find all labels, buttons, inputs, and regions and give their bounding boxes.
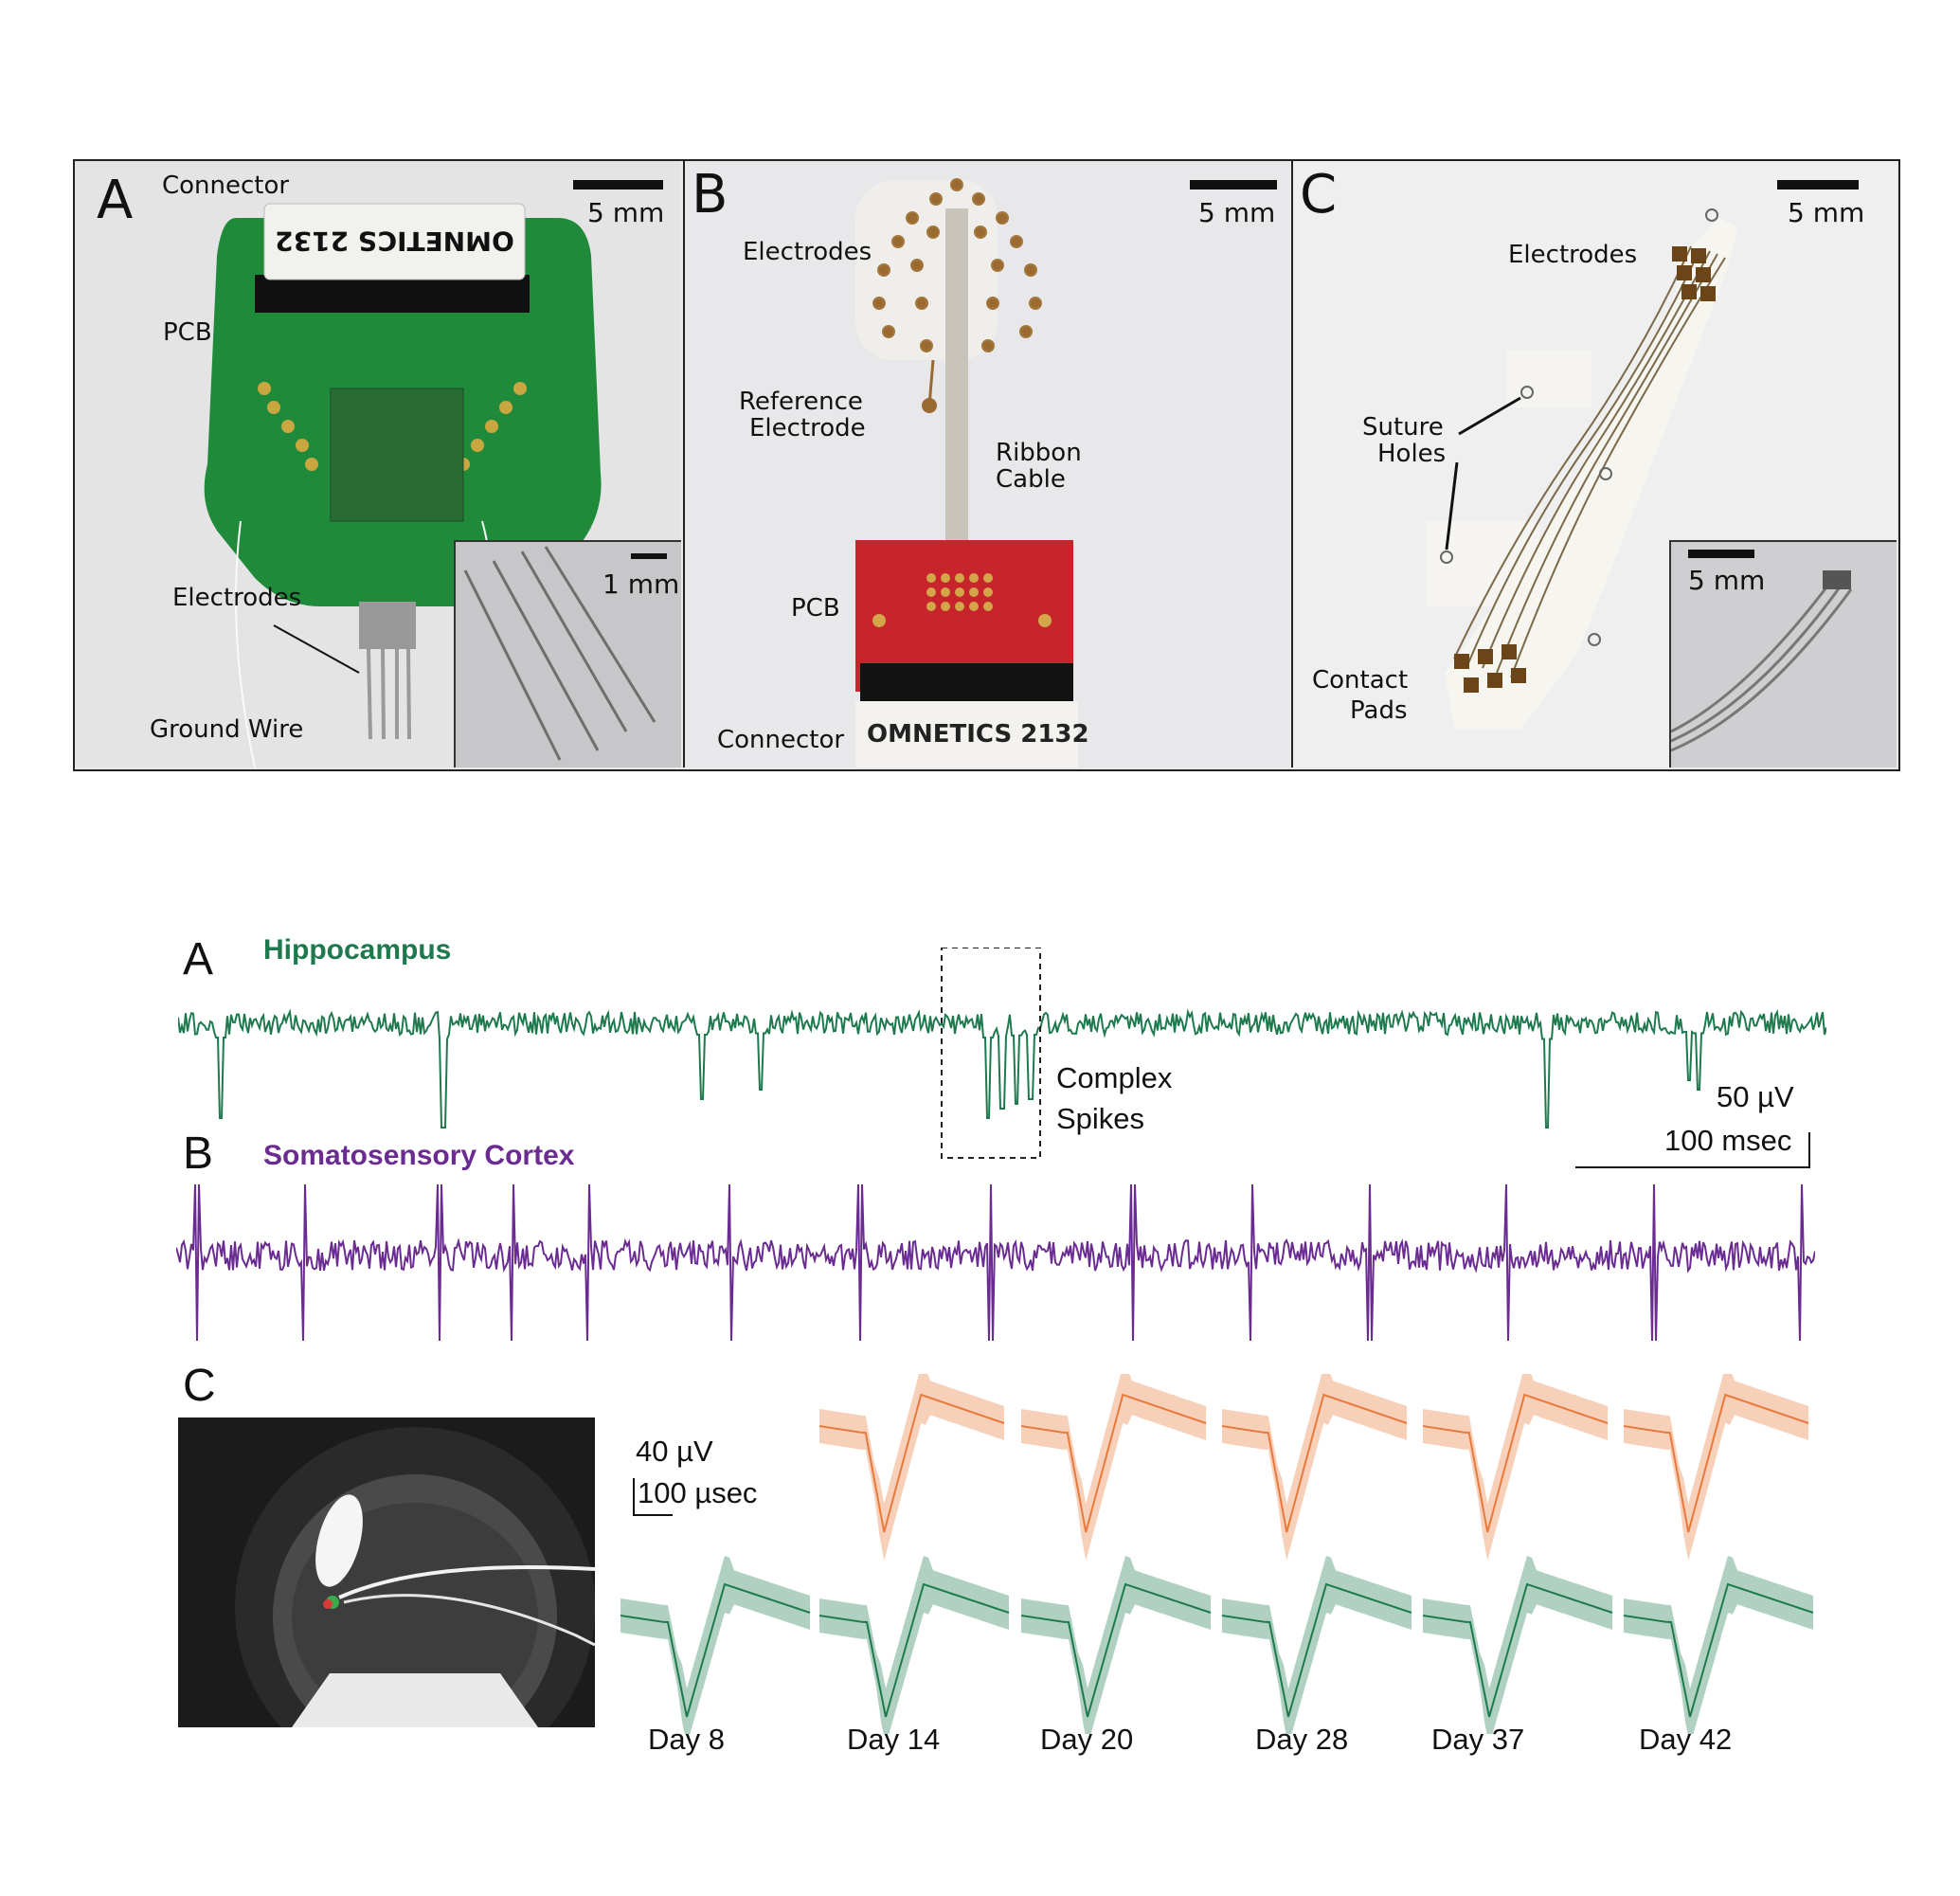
scale-bar-c: [1777, 180, 1859, 190]
label-suture-c2: Holes: [1377, 440, 1447, 468]
green-waveform-6-band: [1624, 1556, 1813, 1734]
day-label-6: Day 42: [1639, 1723, 1733, 1756]
label-suture-c1: Suture: [1362, 413, 1444, 442]
device-b-photo: [855, 178, 1078, 767]
fig1-panel-c: 5 mm: [1291, 161, 1897, 767]
label-connector-b: Connector: [717, 726, 845, 754]
label-electrodes-b: Electrodes: [743, 238, 872, 266]
scale-voltage-label: 50 µV: [1717, 1080, 1794, 1113]
label-electrodes-c: Electrodes: [1508, 241, 1638, 269]
green-waveform-5-band: [1423, 1556, 1612, 1734]
label-contact-c1: Contact: [1312, 666, 1409, 695]
green-waveform-5-mean: [1422, 1582, 1613, 1718]
label-pcb-a: PCB: [163, 318, 212, 347]
complex-spikes-label-2: Spikes: [1056, 1102, 1145, 1135]
scale-time-label: 100 msec: [1664, 1124, 1792, 1157]
fig2-letter-b: B: [183, 1129, 214, 1179]
day-label-5: Day 37: [1431, 1723, 1525, 1756]
fig1-panel-a: OMNETICS 2132 1 mm: [75, 161, 681, 767]
hippocampus-trace: [178, 948, 1826, 1159]
orange-waveform-1-mean: [818, 1393, 1005, 1533]
arena-illustration: [235, 1427, 595, 1727]
day-label-3: Day 20: [1040, 1723, 1134, 1756]
fig1-letter-a: A: [97, 170, 134, 231]
scale-label-a: 5 mm: [587, 197, 665, 228]
waveform-scale-horizontal: [633, 1514, 673, 1516]
day-label-2: Day 14: [847, 1723, 941, 1756]
cortex-signal: [176, 1183, 1815, 1342]
orange-waveform-4-mean: [1422, 1393, 1609, 1533]
orange-waveform-4-band: [1423, 1374, 1608, 1561]
label-reference-b1: Reference: [739, 388, 863, 416]
chip-label-b: OMNETICS 2132: [867, 720, 1089, 749]
complex-spikes-label-1: Complex: [1056, 1061, 1173, 1094]
scale-bar-horizontal: [1575, 1166, 1810, 1168]
device-a-photo: [204, 203, 602, 767]
hippocampus-signal: [178, 1008, 1826, 1129]
fig1-letter-b: B: [692, 164, 728, 226]
green-waveform-3-band: [1021, 1556, 1211, 1734]
scale-label-c: 5 mm: [1788, 197, 1865, 228]
orange-waveform-5-mean: [1623, 1393, 1809, 1533]
inset-c-scale-bar: [1688, 550, 1754, 558]
inset-scale-label: 1 mm: [602, 569, 680, 600]
orange-waveform-3-mean: [1221, 1393, 1408, 1533]
orange-waveform-5-band: [1624, 1374, 1808, 1561]
inset-c: 5 mm: [1669, 540, 1897, 767]
label-contact-c2: Pads: [1350, 696, 1408, 725]
green-waveform-6-mean: [1623, 1582, 1814, 1718]
scale-bar-vertical: [1808, 1132, 1810, 1168]
waveforms: [620, 1374, 1814, 1734]
green-waveform-3-mean: [1020, 1582, 1212, 1718]
label-connector-a: Connector: [162, 172, 290, 200]
fig2-letter-c: C: [183, 1361, 216, 1411]
inset-c-scale-label: 5 mm: [1688, 565, 1766, 596]
waveform-scale-voltage: 40 µV: [636, 1435, 713, 1468]
waveform-scale-time: 100 µsec: [638, 1476, 758, 1509]
green-waveform-1-mean: [620, 1582, 811, 1718]
hippocampus-title: Hippocampus: [263, 934, 452, 966]
scale-label-b: 5 mm: [1198, 197, 1276, 228]
scale-bar-a: [573, 180, 663, 190]
device-c-photo: [1426, 208, 1738, 730]
inset-c-device: [1670, 570, 1853, 752]
fig1-letter-c: C: [1300, 164, 1338, 226]
mouse-arena-photo: [178, 1417, 595, 1727]
label-ground-wire-a: Ground Wire: [150, 715, 304, 744]
inset-electrodes: [463, 546, 656, 761]
day-label-1: Day 8: [648, 1723, 725, 1756]
day-label-4: Day 28: [1255, 1723, 1349, 1756]
scale-bar-b: [1190, 180, 1277, 190]
label-electrodes-a: Electrodes: [172, 584, 302, 612]
orange-waveform-1-band: [819, 1374, 1004, 1561]
chip-label-a: OMNETICS 2132: [275, 226, 514, 257]
green-waveform-2-band: [819, 1556, 1009, 1734]
orange-waveform-2-mean: [1020, 1393, 1207, 1533]
green-waveform-2-mean: [818, 1582, 1010, 1718]
fig2-letter-a: A: [183, 934, 214, 984]
waveform-group: [620, 1374, 1814, 1734]
label-pcb-b: PCB: [791, 594, 840, 623]
orange-waveform-2-band: [1021, 1374, 1206, 1561]
cortex-trace: [176, 1183, 1815, 1342]
label-ribbon-b1: Ribbon: [996, 439, 1082, 467]
green-waveform-4-band: [1222, 1556, 1412, 1734]
green-waveform-1-band: [620, 1556, 810, 1734]
complex-spikes-box: [941, 948, 1041, 1159]
label-reference-b2: Electrode: [749, 414, 866, 442]
cortex-title: Somatosensory Cortex: [263, 1140, 575, 1171]
label-ribbon-b2: Cable: [996, 465, 1066, 494]
waveform-scale-vertical: [633, 1478, 635, 1516]
fig1-panel-b: OMNETICS 2132: [683, 161, 1291, 767]
orange-waveform-3-band: [1222, 1374, 1407, 1561]
inset-scale-bar: [631, 553, 667, 559]
green-waveform-4-mean: [1221, 1582, 1412, 1718]
inset-a: 1 mm: [454, 540, 681, 767]
